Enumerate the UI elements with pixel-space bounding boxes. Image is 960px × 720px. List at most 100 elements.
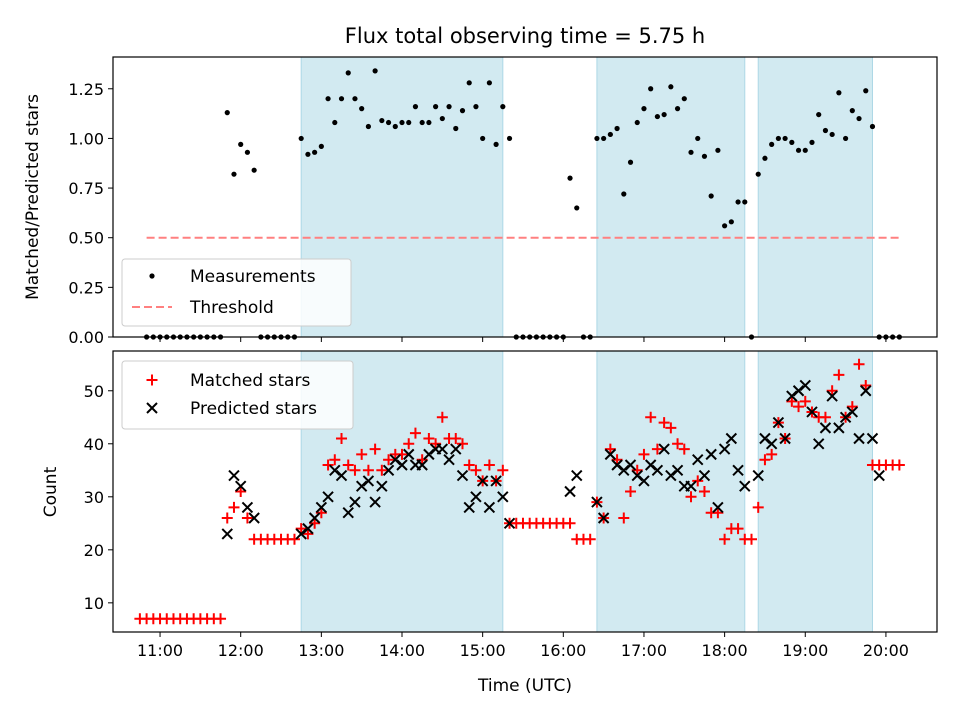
top-y-axis: 0.00 0.25 0.50 0.75 1.00 1.25 bbox=[68, 80, 113, 347]
measurement-point bbox=[412, 104, 419, 110]
y-tick-label: 1.00 bbox=[68, 129, 104, 148]
measurement-point bbox=[728, 219, 734, 225]
predicted-star-point bbox=[315, 501, 328, 514]
matched-star-point bbox=[336, 432, 348, 444]
matched-star-point bbox=[423, 432, 435, 444]
predicted-star-point bbox=[483, 501, 496, 514]
matched-star-point bbox=[362, 464, 374, 476]
bottom-y-axis-label: Count bbox=[41, 466, 61, 517]
predicted-star-point bbox=[765, 438, 778, 450]
shaded-interval bbox=[757, 350, 873, 633]
predicted-star-point bbox=[369, 496, 381, 508]
measurement-point bbox=[782, 135, 788, 142]
measurement-point bbox=[345, 70, 351, 76]
matched-star-point bbox=[732, 523, 744, 535]
predicted-star-point bbox=[295, 528, 307, 540]
measurement-point bbox=[466, 80, 472, 86]
matched-star-point bbox=[342, 459, 354, 471]
measurement-point bbox=[674, 106, 681, 112]
matched-star-point bbox=[235, 486, 247, 497]
predicted-star-point bbox=[752, 469, 764, 482]
measurement-point bbox=[506, 135, 513, 142]
measurement-point bbox=[601, 135, 607, 142]
x-tick-label: 16:00 bbox=[540, 641, 586, 660]
measurement-point bbox=[325, 96, 331, 102]
matched-star-point bbox=[799, 395, 811, 407]
predicted-star-point bbox=[450, 443, 462, 455]
measurement-point bbox=[399, 119, 405, 126]
measurement-point bbox=[822, 127, 829, 134]
matched-star-point bbox=[672, 438, 684, 450]
matched-star-point bbox=[826, 385, 838, 397]
predicted-star-point bbox=[423, 448, 435, 461]
legend-label-threshold: Threshold bbox=[189, 298, 274, 318]
measurement-point bbox=[816, 111, 822, 118]
matched-star-point bbox=[483, 459, 495, 471]
measurement-point bbox=[849, 108, 855, 114]
matched-star-point bbox=[604, 443, 616, 455]
matched-star-point bbox=[403, 438, 415, 450]
y-tick-label: 0.00 bbox=[68, 328, 104, 347]
predicted-star-point bbox=[853, 432, 865, 445]
matched-star-point bbox=[759, 454, 771, 466]
y-tick-label: 0.50 bbox=[68, 229, 104, 248]
measurement-point bbox=[762, 155, 768, 161]
matched-star-point bbox=[853, 358, 865, 370]
measurement-point bbox=[661, 111, 667, 118]
top-x-axis-ticks bbox=[159, 337, 887, 342]
matched-star-point bbox=[450, 432, 462, 444]
predicted-star-point bbox=[564, 485, 576, 498]
predicted-star-point bbox=[705, 448, 717, 461]
measurement-point bbox=[493, 141, 499, 147]
measurement-point bbox=[621, 191, 627, 197]
matched-star-point bbox=[356, 448, 368, 460]
measurement-point bbox=[701, 153, 708, 159]
y-tick-label: 10 bbox=[84, 594, 104, 613]
x-tick-label: 17:00 bbox=[621, 641, 667, 660]
matched-star-point bbox=[712, 507, 724, 519]
x-tick-label: 11:00 bbox=[137, 641, 183, 660]
predicted-star-point bbox=[665, 469, 677, 482]
predicted-star-point bbox=[779, 432, 791, 445]
measurement-point bbox=[446, 104, 452, 110]
predicted-star-point bbox=[497, 491, 509, 503]
predicted-star-point bbox=[302, 522, 314, 535]
matched-star-point bbox=[860, 379, 872, 391]
measurement-point bbox=[486, 80, 492, 86]
legend-marker-predicted bbox=[146, 402, 158, 414]
predicted-star-point bbox=[436, 443, 449, 455]
measurement-point bbox=[614, 125, 620, 132]
measurement-point bbox=[359, 106, 365, 112]
predicted-star-point bbox=[376, 480, 388, 492]
bottom-data-marks bbox=[134, 358, 905, 625]
matched-star-point bbox=[819, 411, 831, 423]
predicted-star-point bbox=[335, 469, 348, 482]
measurement-point bbox=[842, 135, 849, 142]
matched-star-point bbox=[295, 523, 307, 535]
shaded-interval bbox=[596, 350, 746, 633]
matched-star-point bbox=[228, 501, 240, 513]
predicted-star-point bbox=[597, 512, 610, 524]
x-tick-label: 12:00 bbox=[218, 641, 264, 660]
predicted-star-point bbox=[806, 406, 818, 418]
matched-star-point bbox=[625, 486, 637, 497]
predicted-star-point bbox=[476, 475, 489, 487]
predicted-star-point bbox=[819, 422, 832, 434]
matched-star-point bbox=[315, 507, 327, 519]
measurement-point bbox=[695, 135, 701, 142]
predicted-star-point bbox=[839, 411, 852, 423]
measurement-point bbox=[379, 117, 385, 124]
predicted-star-point bbox=[463, 501, 475, 514]
predicted-star-point bbox=[308, 512, 321, 524]
predicted-star-point bbox=[725, 432, 738, 445]
measurement-point bbox=[338, 96, 345, 102]
matched-star-point bbox=[221, 512, 233, 524]
measurement-point bbox=[426, 119, 432, 126]
legend-label-measurements: Measurements bbox=[190, 267, 316, 287]
matched-star-point bbox=[463, 459, 475, 471]
measurement-point bbox=[238, 141, 244, 147]
measurement-point bbox=[681, 96, 687, 102]
predicted-star-point bbox=[234, 480, 247, 492]
predicted-star-point bbox=[611, 459, 623, 471]
measurement-point bbox=[755, 171, 761, 177]
